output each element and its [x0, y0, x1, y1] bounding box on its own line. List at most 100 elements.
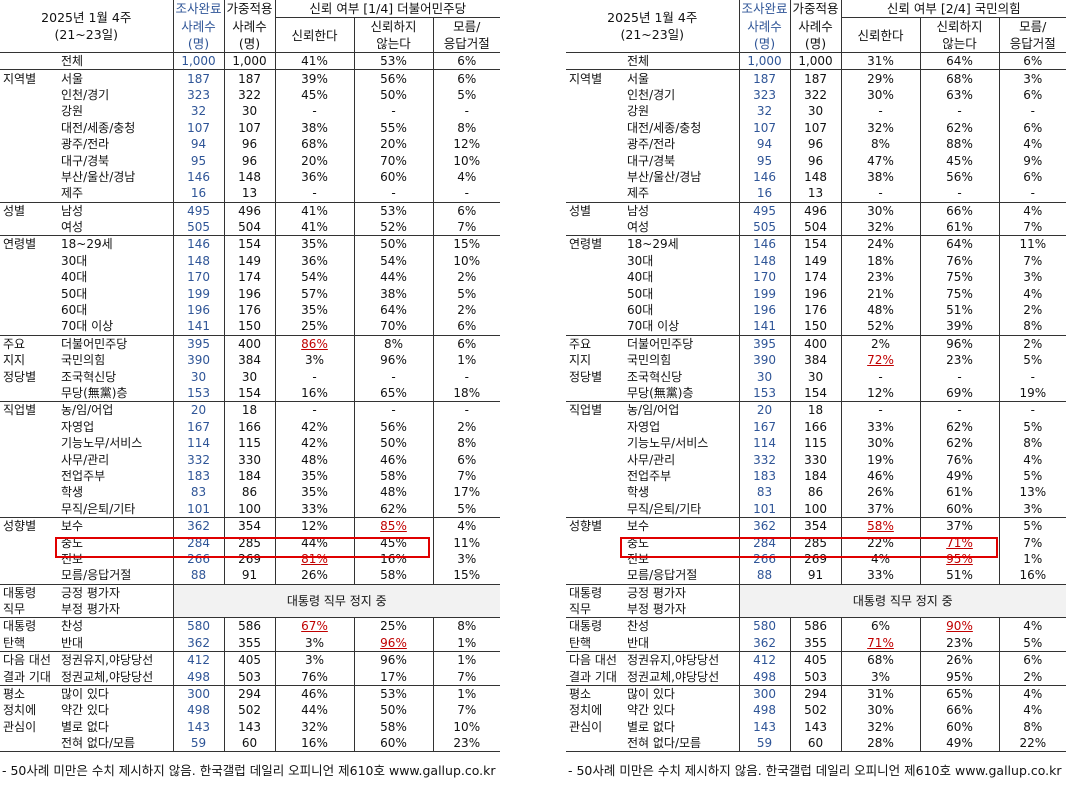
table-row: 부산/울산/경남 146 148 36% 60% 4%	[0, 168, 501, 186]
row-weighted-cases: 330	[223, 451, 276, 468]
row-category: 지역별	[3, 71, 37, 86]
table-row: 무직/은퇴/기타 101 100 33% 62% 5%	[0, 500, 501, 518]
row-cases: 266	[172, 550, 225, 568]
row-distrust-pct: 64%	[353, 301, 434, 319]
row-distrust-pct: 76%	[919, 451, 1000, 468]
row-dk-pct: 19%	[998, 384, 1067, 402]
row-weighted-cases: 96	[223, 152, 276, 169]
table-row: 대구/경북 95 96 47% 45% 9%	[566, 152, 1067, 169]
row-distrust-pct: 62%	[919, 434, 1000, 452]
row-cases: 498	[738, 668, 791, 686]
row-cases: 114	[738, 434, 791, 452]
row-distrust-pct: 88%	[919, 135, 1000, 153]
row-subgroup: 인천/경기	[61, 87, 110, 102]
row-subgroup: 별로 없다	[61, 719, 109, 734]
table-row: 무당(無黨)층 153 154 16% 65% 18%	[0, 384, 501, 402]
row-distrust-pct: -	[353, 401, 434, 419]
table-row: 관심이 별로 없다 143 143 32% 60% 8%	[566, 718, 1067, 736]
row-dk-pct: 1%	[432, 685, 501, 703]
header-period-dates: (21~23일)	[620, 27, 685, 42]
row-weighted-cases: 100	[223, 500, 276, 518]
row-category	[0, 103, 58, 119]
row-weighted-cases: 150	[789, 318, 842, 336]
row-cases: 101	[172, 500, 225, 518]
row-cases: 167	[738, 418, 791, 435]
row-trust-pct: 6%	[840, 617, 921, 635]
row-trust-pct: 41%	[274, 202, 355, 219]
row-cases: 183	[738, 467, 791, 485]
row-weighted-cases: 96	[223, 135, 276, 153]
row-cases: 187	[172, 69, 225, 87]
row-cases: 362	[738, 517, 791, 535]
row-distrust-pct: 64%	[919, 235, 1000, 253]
row-weighted-cases: 1,000	[223, 52, 276, 70]
header-distrust-line1: 신뢰하지	[936, 19, 983, 34]
row-distrust-pct: 51%	[919, 567, 1000, 584]
row-dk-pct: 5%	[432, 500, 501, 518]
row-weighted-cases: 96	[789, 152, 842, 169]
header-period: 2025년 1월 4주 (21~23일)	[0, 0, 174, 53]
row-category	[0, 169, 58, 185]
row-dk-pct: 10%	[432, 718, 501, 736]
row-subgroup: 제주	[61, 186, 84, 201]
row-category: 성별	[3, 203, 26, 218]
header-dk-line1: 모름/	[1019, 19, 1047, 34]
row-cases: 362	[172, 517, 225, 535]
row-dk-pct: -	[432, 401, 501, 419]
row-weighted-cases: 107	[223, 119, 276, 136]
row-dk-pct: -	[432, 103, 501, 120]
row-subgroup: 많이 있다	[61, 687, 109, 702]
header-weighted: 가중적용	[223, 0, 276, 18]
table-row: 전업주부 183 184 35% 58% 7%	[0, 467, 501, 485]
row-subgroup: 부정 평가자	[61, 602, 121, 617]
header-period-dates: (21~23일)	[54, 27, 119, 42]
row-cases: 199	[172, 285, 225, 302]
row-dk-pct: 8%	[432, 119, 501, 136]
row-distrust-pct: 55%	[353, 119, 434, 136]
row-weighted-cases: 18	[223, 401, 276, 419]
row-subgroup: 50대	[627, 286, 654, 301]
row-cases: 153	[172, 384, 225, 402]
row-distrust-pct: -	[919, 103, 1000, 120]
row-category: 직업별	[569, 403, 603, 418]
table-row: 40대 170 174 54% 44% 2%	[0, 269, 501, 286]
row-dk-pct: 7%	[998, 218, 1067, 236]
row-subgroup: 반대	[627, 635, 650, 650]
row-dk-pct: 1%	[432, 634, 501, 652]
header-question: 신뢰 여부 [1/4] 더불어민주당	[274, 0, 501, 18]
row-subgroup: 중도	[627, 535, 650, 550]
row-subgroup: 더불어민주당	[61, 336, 128, 351]
row-distrust-pct: 56%	[353, 418, 434, 435]
row-dk-pct: 4%	[998, 685, 1067, 703]
row-category: 관심이	[569, 719, 603, 734]
row-cases: 101	[738, 500, 791, 518]
row-distrust-pct: 60%	[353, 735, 434, 752]
row-cases: 362	[172, 634, 225, 652]
table-row: 직업별 농/임/어업 20 18- - -	[0, 401, 501, 419]
row-category: 직무	[3, 602, 26, 617]
row-cases: 146	[172, 235, 225, 253]
row-trust-pct: 39%	[274, 69, 355, 87]
right-crosstab: 2025년 1월 4주 (21~23일) 조사완료 가중적용 신뢰 여부 [2/…	[566, 0, 1067, 752]
row-subgroup: 전체	[61, 54, 84, 69]
table-row: 40대 170 174 23% 75% 3%	[566, 269, 1067, 286]
row-distrust-pct: 58%	[353, 567, 434, 584]
row-cases: 107	[172, 119, 225, 136]
row-cases: 498	[172, 668, 225, 686]
row-dk-pct: 6%	[998, 651, 1067, 669]
header-distrust-line2: 않는다	[376, 36, 411, 51]
row-trust-pct: 3%	[840, 668, 921, 686]
row-trust-pct: -	[274, 368, 355, 385]
table-row: 강원 32 30- - -	[0, 103, 501, 120]
row-subgroup: 조국혁신당	[627, 369, 683, 384]
row-category	[566, 419, 624, 435]
row-weighted-cases: 502	[223, 702, 276, 719]
row-weighted-cases: 100	[789, 500, 842, 518]
table-row: 학생 83 86 35% 48% 17%	[0, 484, 501, 501]
row-dk-pct: 3%	[998, 269, 1067, 286]
row-distrust-pct: 95%	[919, 668, 1000, 686]
row-cases: 412	[172, 651, 225, 669]
row-dk-pct: 8%	[998, 434, 1067, 452]
row-category	[0, 735, 58, 752]
row-trust-pct: 16%	[274, 735, 355, 752]
